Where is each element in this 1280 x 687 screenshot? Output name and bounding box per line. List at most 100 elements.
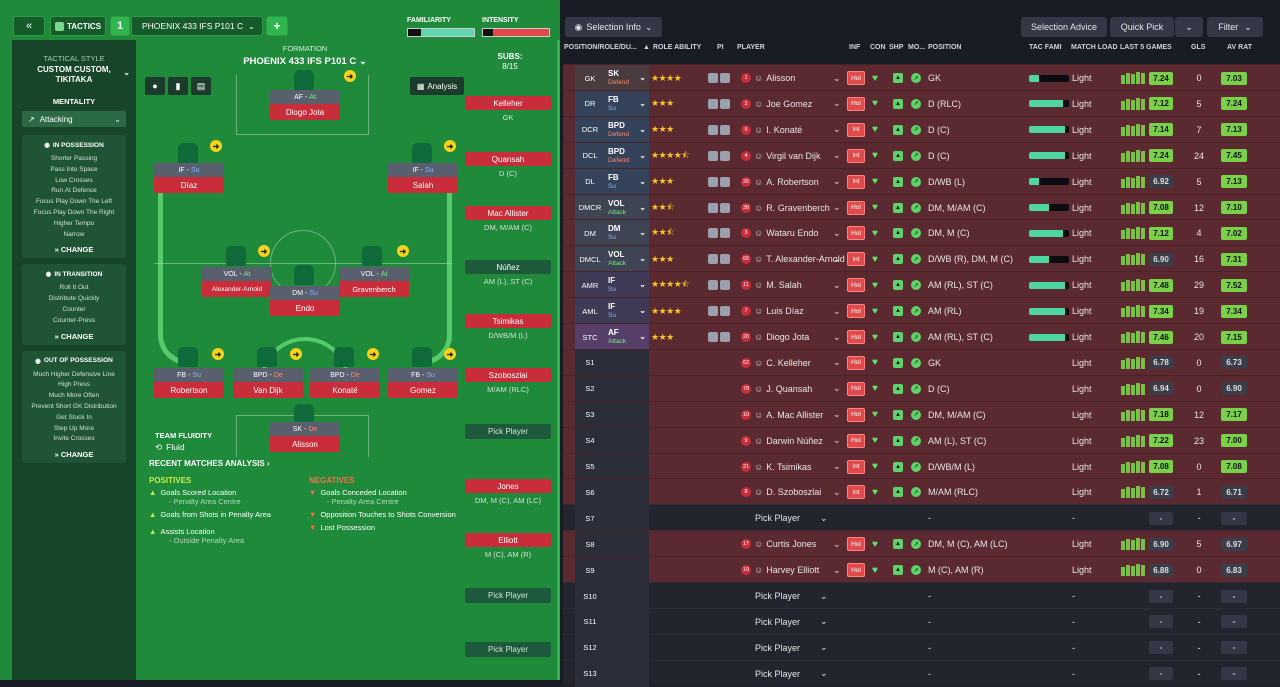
sub-slot[interactable]: Quansah D (C) bbox=[465, 152, 551, 178]
player-tag[interactable]: VOL - At Alexander-Arnold bbox=[202, 267, 272, 297]
player-cell[interactable]: 5 ☺ I. Konaté bbox=[741, 117, 802, 143]
pick-player-select[interactable]: Pick Player ⌄ bbox=[755, 616, 828, 627]
table-row[interactable]: DR FB Su ⌄ ★★★ 2 ☺ Joe Gomez ⌄ Hol ♥ ▲ ↗ D (RLC) Light… bbox=[563, 89, 1280, 117]
table-row[interactable]: S9 19 ☺ Harvey Elliott ⌄ Hol ♥ ▲ ↗ M (C), AM (R) L… bbox=[563, 556, 1280, 584]
table-row[interactable]: AML IF Su ⌄ ★★★★ 7 ☺ Luis Díaz ⌄ Hol ♥ ▲ ↗ AM (RL) Lig… bbox=[563, 297, 1280, 325]
table-row[interactable]: S6 8 ☺ D. Szoboszlai ⌄ Int ♥ ▲ ↗ M/AM (RLC) Light 6… bbox=[563, 478, 1280, 506]
col-pi[interactable]: PI bbox=[717, 44, 724, 51]
chevron-down-icon[interactable]: ⌄ bbox=[833, 202, 841, 212]
sub-slot[interactable]: Núñez AM (L), ST (C) bbox=[465, 260, 551, 286]
pi-icons[interactable] bbox=[708, 220, 730, 246]
pick-player-select[interactable]: Pick Player ⌄ bbox=[755, 590, 828, 602]
player-tag[interactable]: VOL - At Gravenberch bbox=[339, 267, 409, 297]
player-cell[interactable]: 9 ☺ Darwin Núñez bbox=[741, 428, 823, 454]
player-cell[interactable]: 62 ☺ C. Kelleher bbox=[741, 357, 811, 368]
table-row[interactable]: S11 Pick Player ⌄ - - - - - bbox=[563, 607, 1280, 635]
role-duty[interactable]: AF Attack ⌄ bbox=[605, 324, 649, 350]
chevron-down-icon[interactable]: ⌄ bbox=[833, 279, 841, 290]
sub-slot[interactable]: Kelleher GK bbox=[465, 96, 551, 122]
role-duty[interactable]: FB Su ⌄ bbox=[605, 90, 649, 117]
player-cell[interactable]: 66 ☺ T. Alexander-Arnold bbox=[741, 254, 845, 265]
pi-icons[interactable] bbox=[708, 246, 730, 272]
col-role-ability[interactable]: ROLE ABILITY bbox=[653, 44, 702, 51]
bar-chart-icon[interactable]: ▮ bbox=[168, 77, 188, 95]
col-position[interactable]: POSITION bbox=[928, 44, 962, 51]
sub-slot[interactable]: Tsimikas D/WB/M (L) bbox=[465, 314, 551, 340]
mentality-select[interactable]: ↗ Attacking ⌄ bbox=[22, 111, 126, 127]
player-cell[interactable]: 1 ☺ Alisson bbox=[741, 65, 795, 91]
sort-up-icon[interactable]: ▲ bbox=[643, 44, 650, 51]
player-tag[interactable]: BPD - De Van Dijk bbox=[233, 368, 303, 398]
chevron-down-icon[interactable]: ⌄ bbox=[833, 461, 841, 471]
chevron-down-icon[interactable]: ⌄ bbox=[833, 409, 841, 420]
table-row[interactable]: STC AF Attack ⌄ ★★★ 20 ☺ Diogo Jota ⌄ Hol ♥ ▲ ↗ AM (R… bbox=[563, 323, 1280, 350]
pi-icons[interactable] bbox=[708, 298, 730, 324]
pick-player-select[interactable]: Pick Player ⌄ bbox=[755, 642, 828, 653]
col-gls[interactable]: GLS bbox=[1191, 44, 1206, 51]
role-duty[interactable]: SK Defend ⌄ bbox=[605, 65, 649, 91]
chevron-down-icon[interactable]: ⌄ bbox=[833, 253, 841, 264]
table-row[interactable]: S12 Pick Player ⌄ - - - - - bbox=[563, 633, 1280, 661]
pi-icons[interactable] bbox=[708, 117, 730, 143]
player-tag[interactable]: FB - Su Robertson bbox=[154, 368, 224, 398]
role-duty[interactable]: IF Su ⌄ bbox=[605, 272, 649, 299]
table-row[interactable]: DMCR VOL Attack ⌄ ★★⯪ 38 ☺ R. Gravenberch ⌄ Hol ♥ ▲… bbox=[563, 193, 1280, 221]
change-in-transition-button[interactable]: » CHANGE bbox=[54, 331, 94, 341]
player-tag[interactable]: IF - Su Díaz bbox=[154, 163, 224, 193]
change-out-of-possession-button[interactable]: » CHANGE bbox=[54, 450, 94, 460]
role-duty[interactable]: IF Su ⌄ bbox=[605, 298, 649, 325]
chevron-down-icon[interactable]: ⌄ bbox=[833, 150, 841, 161]
tactic-number[interactable]: 1 bbox=[110, 16, 130, 36]
player-tag[interactable]: FB - Su Gomez bbox=[388, 368, 458, 398]
table-row[interactable]: DL FB Su ⌄ ★★★ 26 ☺ A. Robertson ⌄ Int ♥ ▲ ↗ D/WB (L)… bbox=[563, 167, 1280, 195]
chevron-down-icon[interactable]: ⌄ bbox=[833, 98, 841, 109]
chevron-down-icon[interactable]: ⌄ bbox=[833, 435, 841, 446]
role-duty[interactable]: VOL Attack ⌄ bbox=[605, 246, 649, 273]
chevron-down-icon[interactable]: ⌄ bbox=[833, 124, 841, 135]
player-cell[interactable]: 78 ☺ J. Quansah bbox=[741, 383, 813, 394]
role-duty[interactable]: FB Su ⌄ bbox=[605, 168, 649, 195]
player-cell[interactable]: 19 ☺ Harvey Elliott bbox=[741, 565, 820, 576]
table-row[interactable]: S1 62 ☺ C. Kelleher ⌄ Hol ♥ ▲ ↗ GK Light 6.78 0 6.73 bbox=[563, 348, 1280, 376]
add-tactic-button[interactable]: + bbox=[266, 16, 288, 36]
col-match-load[interactable]: MATCH LOAD bbox=[1071, 44, 1118, 51]
player-tag[interactable]: AF - At Diogo Jota bbox=[270, 90, 340, 120]
col-shp[interactable]: SHP bbox=[889, 44, 904, 51]
role-duty[interactable]: VOL Attack ⌄ bbox=[605, 194, 649, 221]
table-row[interactable]: DM DM Su ⌄ ★★⯪ 3 ☺ Wataru Endo ⌄ Hol ♥ ▲ ↗ DM, M (C) L… bbox=[563, 219, 1280, 247]
player-cell[interactable]: 10 ☺ A. Mac Allister bbox=[741, 409, 824, 420]
table-row[interactable]: S3 10 ☺ A. Mac Allister ⌄ Hol ♥ ▲ ↗ DM, M/AM (C) L… bbox=[563, 400, 1280, 428]
player-cell[interactable]: 3 ☺ Wataru Endo bbox=[741, 220, 818, 246]
chevron-down-icon[interactable]: ⌄ bbox=[833, 383, 841, 394]
pi-icons[interactable] bbox=[708, 169, 730, 195]
table-row[interactable]: S2 78 ☺ J. Quansah ⌄ Hol ♥ ▲ ↗ D (C) Light 6.94 0 6.9… bbox=[563, 374, 1280, 402]
chevron-down-icon[interactable]: ⌄ bbox=[833, 538, 841, 549]
chevron-down-icon[interactable]: ⌄ bbox=[833, 486, 841, 497]
player-cell[interactable]: 2 ☺ Joe Gomez bbox=[741, 91, 812, 117]
player-cell[interactable]: 11 ☺ M. Salah bbox=[741, 272, 802, 298]
chevron-down-icon[interactable]: ⌄ bbox=[833, 227, 841, 238]
pick-player-slot[interactable]: Pick Player bbox=[465, 588, 551, 603]
player-cell[interactable]: 20 ☺ Diogo Jota bbox=[741, 332, 810, 342]
role-duty[interactable]: DM Su ⌄ bbox=[605, 220, 649, 247]
table-row[interactable]: DMCL VOL Attack ⌄ ★★★ 66 ☺ T. Alexander-Arnold ⌄… bbox=[563, 245, 1280, 273]
role-duty[interactable]: BPD Defend ⌄ bbox=[605, 116, 649, 143]
player-cell[interactable]: 21 ☺ K. Tsimikas bbox=[741, 461, 812, 472]
sub-slot[interactable]: Szoboszlai M/AM (RLC) bbox=[465, 368, 551, 394]
table-row[interactable]: DCR BPD Defend ⌄ ★★★ 5 ☺ I. Konaté ⌄ Int ♥ ▲ ↗ D (C) L… bbox=[563, 115, 1280, 143]
chevron-down-icon[interactable]: ⌄ bbox=[833, 564, 841, 575]
player-tag[interactable]: DM - Su Endo bbox=[270, 286, 340, 316]
pick-player-select[interactable]: Pick Player ⌄ bbox=[755, 512, 828, 524]
table-row[interactable]: DCL BPD Defend ⌄ ★★★★⯪ 4 ☺ Virgil van Dijk ⌄ Int ♥… bbox=[563, 141, 1280, 169]
player-tag[interactable]: SK - De Alisson bbox=[270, 422, 340, 452]
player-cell[interactable]: 4 ☺ Virgil van Dijk bbox=[741, 143, 821, 169]
filter-button[interactable]: Filter ⌄ bbox=[1207, 17, 1263, 37]
col-position-role[interactable]: POSITION/ROLE/DU... bbox=[564, 44, 637, 51]
table-row[interactable]: S10 Pick Player ⌄ - - - - - bbox=[563, 582, 1280, 609]
player-cell[interactable]: 38 ☺ R. Gravenberch bbox=[741, 202, 830, 213]
col-player[interactable]: PLAYER bbox=[737, 44, 765, 51]
familiarity-bar[interactable] bbox=[407, 28, 475, 37]
pick-player-select[interactable]: Pick Player ⌄ bbox=[755, 668, 828, 679]
chevron-down-icon[interactable]: ⌄ bbox=[833, 331, 841, 342]
intensity-bar[interactable] bbox=[482, 28, 550, 37]
